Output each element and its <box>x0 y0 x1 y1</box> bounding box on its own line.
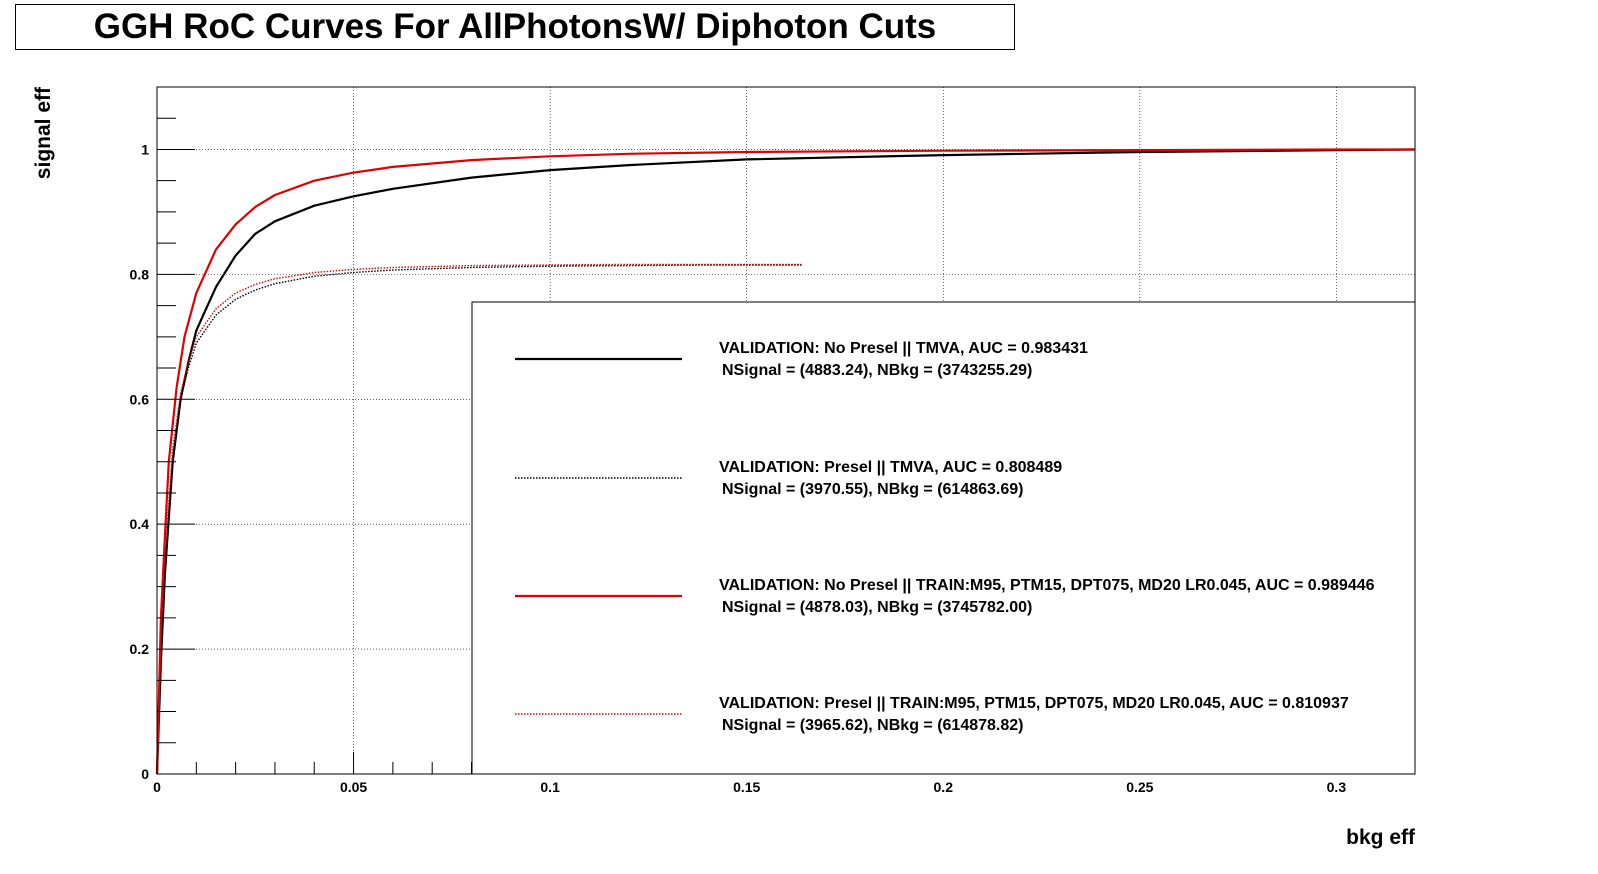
legend-detail-4: NSignal = (3965.62), NBkg = (614878.82) <box>722 717 1023 734</box>
y-tick-label: 0.4 <box>130 516 150 532</box>
legend-box <box>471 301 1416 775</box>
legend: VALIDATION: No Presel || TMVA, AUC = 0.9… <box>471 301 1416 775</box>
legend-label-3: VALIDATION: No Presel || TRAIN:M95, PTM1… <box>719 577 1375 594</box>
x-tick-label: 0.2 <box>934 779 954 795</box>
y-tick-label: 0.2 <box>130 641 150 657</box>
legend-detail-3: NSignal = (4878.03), NBkg = (3745782.00) <box>722 599 1032 616</box>
chart-title-box: GGH RoC Curves For AllPhotonsW/ Diphoton… <box>15 4 1015 50</box>
y-tick-label: 0.8 <box>130 266 150 282</box>
x-tick-label: 0.05 <box>340 779 367 795</box>
y-tick-label: 0.6 <box>130 391 150 407</box>
chart-title: GGH RoC Curves For AllPhotonsW/ Diphoton… <box>93 7 937 46</box>
legend-detail-1: NSignal = (4883.24), NBkg = (3743255.29) <box>722 362 1032 379</box>
x-tick-label: 0.15 <box>733 779 760 795</box>
y-tick-label: 0 <box>141 766 149 782</box>
x-tick-label: 0 <box>153 779 161 795</box>
legend-label-4: VALIDATION: Presel || TRAIN:M95, PTM15, … <box>719 695 1349 712</box>
x-tick-label: 0.1 <box>540 779 560 795</box>
grid-lines <box>157 87 1415 774</box>
y-axis-label: signal eff <box>32 86 55 179</box>
series-line-4 <box>156 263 802 775</box>
x-tick-label: 0.3 <box>1327 779 1347 795</box>
series-line-1 <box>155 148 1416 775</box>
y-tick-label: 1 <box>141 141 149 157</box>
legend-detail-2: NSignal = (3970.55), NBkg = (614863.69) <box>722 481 1023 498</box>
legend-label-2: VALIDATION: Presel || TMVA, AUC = 0.8084… <box>719 459 1062 476</box>
x-axis-label: bkg eff <box>1346 826 1416 849</box>
x-tick-label: 0.25 <box>1126 779 1153 795</box>
legend-label-1: VALIDATION: No Presel || TMVA, AUC = 0.9… <box>719 340 1088 357</box>
series-line-3 <box>155 148 1415 775</box>
